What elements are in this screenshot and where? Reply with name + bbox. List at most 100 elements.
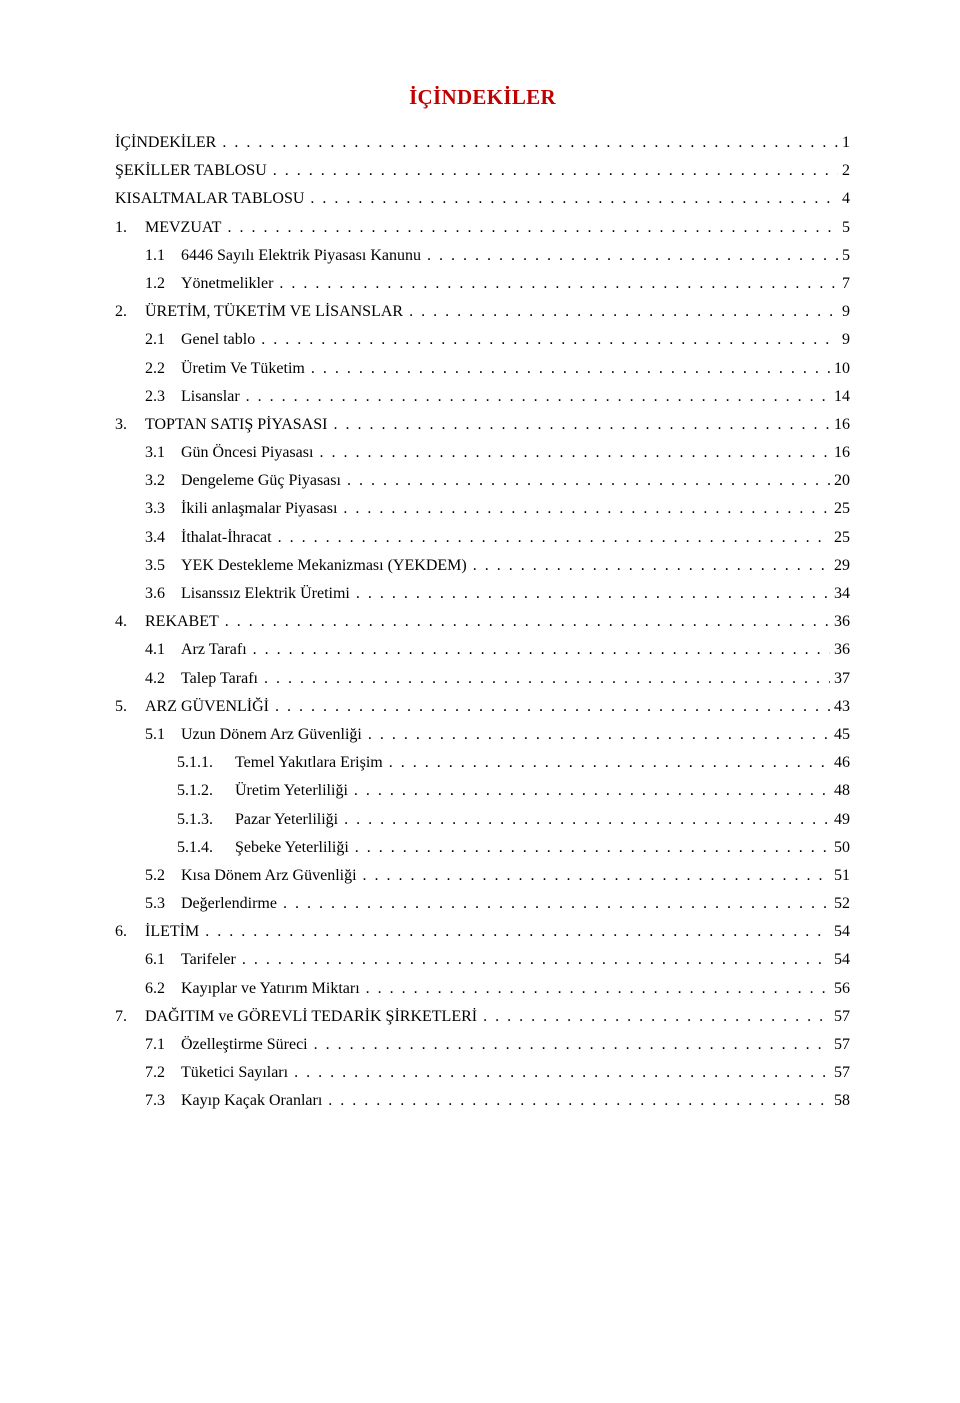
toc-entry-page: 57 — [830, 1036, 850, 1054]
toc-entry-text: Kayıp Kaçak Oranları — [181, 1092, 326, 1110]
toc-entry-text: 6446 Sayılı Elektrik Piyasası Kanunu — [181, 247, 425, 265]
toc-entry-page: 54 — [830, 923, 850, 941]
toc-entry-page: 2 — [838, 162, 850, 180]
toc-entry-number: 2. — [115, 303, 145, 321]
toc-entry-number: 4. — [115, 613, 145, 631]
toc-entry-text: Kayıplar ve Yatırım Miktarı — [181, 980, 364, 998]
toc-entry: 3.5YEK Destekleme Mekanizması (YEKDEM). … — [115, 557, 850, 575]
toc-entry-page: 16 — [830, 416, 850, 434]
toc-entry-number: 6. — [115, 923, 145, 941]
toc-leader-dots: . . . . . . . . . . . . . . . . . . . . … — [364, 980, 830, 998]
toc-entry-number: 7.3 — [145, 1092, 181, 1110]
toc-entry: 7.DAĞITIM ve GÖREVLİ TEDARİK ŞİRKETLERİ.… — [115, 1008, 850, 1026]
toc-entry-text: İthalat-İhracat — [181, 529, 276, 547]
toc-entry-number: 5.2 — [145, 867, 181, 885]
toc-entry: 4.2Talep Tarafı. . . . . . . . . . . . .… — [115, 670, 850, 688]
toc-entry: 5.1.3.Pazar Yeterliliği. . . . . . . . .… — [115, 811, 850, 829]
toc-leader-dots: . . . . . . . . . . . . . . . . . . . . … — [225, 219, 838, 237]
toc-entry: 7.2Tüketici Sayıları. . . . . . . . . . … — [115, 1064, 850, 1082]
toc-entry-text: Şebeke Yeterliliği — [235, 839, 353, 857]
toc-leader-dots: . . . . . . . . . . . . . . . . . . . . … — [326, 1092, 830, 1110]
toc-entry: 1.MEVZUAT. . . . . . . . . . . . . . . .… — [115, 219, 850, 237]
toc-entry-number: 3. — [115, 416, 145, 434]
toc-leader-dots: . . . . . . . . . . . . . . . . . . . . … — [361, 867, 830, 885]
toc-entry-page: 37 — [830, 670, 850, 688]
toc-entry: 6.İLETİM. . . . . . . . . . . . . . . . … — [115, 923, 850, 941]
toc-leader-dots: . . . . . . . . . . . . . . . . . . . . … — [220, 134, 838, 152]
toc-leader-dots: . . . . . . . . . . . . . . . . . . . . … — [277, 275, 838, 293]
toc-entry-page: 1 — [838, 134, 850, 152]
toc-entry-text: Lisanslar — [181, 388, 244, 406]
toc-entry-number: 3.6 — [145, 585, 181, 603]
toc-leader-dots: . . . . . . . . . . . . . . . . . . . . … — [342, 811, 830, 829]
toc-leader-dots: . . . . . . . . . . . . . . . . . . . . … — [387, 754, 830, 772]
toc-leader-dots: . . . . . . . . . . . . . . . . . . . . … — [262, 670, 830, 688]
toc-entry-text: DAĞITIM ve GÖREVLİ TEDARİK ŞİRKETLERİ — [145, 1008, 481, 1026]
toc-entry-number: 1.1 — [145, 247, 181, 265]
toc-leader-dots: . . . . . . . . . . . . . . . . . . . . … — [354, 585, 830, 603]
toc-entry-text: KISALTMALAR TABLOSU — [115, 190, 308, 208]
toc-entry-page: 5 — [838, 247, 850, 265]
toc-entry-page: 5 — [838, 219, 850, 237]
toc-entry-text: ARZ GÜVENLİĞİ — [145, 698, 273, 716]
toc-entry-page: 46 — [830, 754, 850, 772]
toc-leader-dots: . . . . . . . . . . . . . . . . . . . . … — [345, 472, 830, 490]
toc-entry: 4.1Arz Tarafı. . . . . . . . . . . . . .… — [115, 641, 850, 659]
toc-entry-page: 51 — [830, 867, 850, 885]
toc-entry-page: 29 — [830, 557, 850, 575]
toc-entry-page: 52 — [830, 895, 850, 913]
toc-entry: 2.2Üretim Ve Tüketim. . . . . . . . . . … — [115, 360, 850, 378]
toc-entry-page: 9 — [838, 303, 850, 321]
toc-entry-number: 2.2 — [145, 360, 181, 378]
toc-entry-page: 54 — [830, 951, 850, 969]
toc-leader-dots: . . . . . . . . . . . . . . . . . . . . … — [203, 923, 830, 941]
toc-entry-page: 48 — [830, 782, 850, 800]
toc-entry: 1.16446 Sayılı Elektrik Piyasası Kanunu.… — [115, 247, 850, 265]
toc-entry-number: 5.1 — [145, 726, 181, 744]
toc-leader-dots: . . . . . . . . . . . . . . . . . . . . … — [353, 839, 830, 857]
toc-leader-dots: . . . . . . . . . . . . . . . . . . . . … — [240, 951, 830, 969]
toc-entry-text: ÜRETİM, TÜKETİM VE LİSANSLAR — [145, 303, 407, 321]
toc-entry: 6.2Kayıplar ve Yatırım Miktarı. . . . . … — [115, 980, 850, 998]
toc-entry: 6.1Tarifeler. . . . . . . . . . . . . . … — [115, 951, 850, 969]
toc-entry-text: MEVZUAT — [145, 219, 225, 237]
toc-title: İÇİNDEKİLER — [115, 85, 850, 110]
toc-entry-text: REKABET — [145, 613, 223, 631]
toc-entry-text: Üretim Yeterliliği — [235, 782, 352, 800]
toc-entry: 5.1Uzun Dönem Arz Güvenliği. . . . . . .… — [115, 726, 850, 744]
toc-entry-page: 14 — [830, 388, 850, 406]
toc-entry-text: Genel tablo — [181, 331, 259, 349]
toc-leader-dots: . . . . . . . . . . . . . . . . . . . . … — [244, 388, 830, 406]
toc-entry-number: 5.1.1. — [177, 754, 235, 772]
toc-entry-page: 57 — [830, 1008, 850, 1026]
toc-entry-text: İkili anlaşmalar Piyasası — [181, 500, 341, 518]
toc-entry-number: 3.1 — [145, 444, 181, 462]
toc-entry-text: YEK Destekleme Mekanizması (YEKDEM) — [181, 557, 471, 575]
toc-entry-text: Temel Yakıtlara Erişim — [235, 754, 387, 772]
toc-entry-page: 20 — [830, 472, 850, 490]
toc-leader-dots: . . . . . . . . . . . . . . . . . . . . … — [223, 613, 830, 631]
toc-entry-page: 25 — [830, 529, 850, 547]
toc-leader-dots: . . . . . . . . . . . . . . . . . . . . … — [317, 444, 830, 462]
toc-entry-text: Değerlendirme — [181, 895, 281, 913]
toc-entry: 3.3İkili anlaşmalar Piyasası. . . . . . … — [115, 500, 850, 518]
toc-entry-page: 49 — [830, 811, 850, 829]
toc-leader-dots: . . . . . . . . . . . . . . . . . . . . … — [481, 1008, 830, 1026]
toc-entry: 4.REKABET. . . . . . . . . . . . . . . .… — [115, 613, 850, 631]
toc-entry-page: 58 — [830, 1092, 850, 1110]
toc-leader-dots: . . . . . . . . . . . . . . . . . . . . … — [341, 500, 830, 518]
toc-entry-number: 6.1 — [145, 951, 181, 969]
toc-leader-dots: . . . . . . . . . . . . . . . . . . . . … — [312, 1036, 830, 1054]
toc-entry-text: Kısa Dönem Arz Güvenliği — [181, 867, 361, 885]
toc-entry: 2.3Lisanslar. . . . . . . . . . . . . . … — [115, 388, 850, 406]
toc-list: İÇİNDEKİLER. . . . . . . . . . . . . . .… — [115, 134, 850, 1110]
toc-entry-page: 57 — [830, 1064, 850, 1082]
toc-entry-number: 5. — [115, 698, 145, 716]
toc-entry-text: Üretim Ve Tüketim — [181, 360, 309, 378]
toc-entry-page: 10 — [830, 360, 850, 378]
toc-leader-dots: . . . . . . . . . . . . . . . . . . . . … — [352, 782, 830, 800]
toc-leader-dots: . . . . . . . . . . . . . . . . . . . . … — [273, 698, 830, 716]
toc-entry: 1.2Yönetmelikler. . . . . . . . . . . . … — [115, 275, 850, 293]
toc-entry-text: Talep Tarafı — [181, 670, 262, 688]
toc-leader-dots: . . . . . . . . . . . . . . . . . . . . … — [331, 416, 830, 434]
